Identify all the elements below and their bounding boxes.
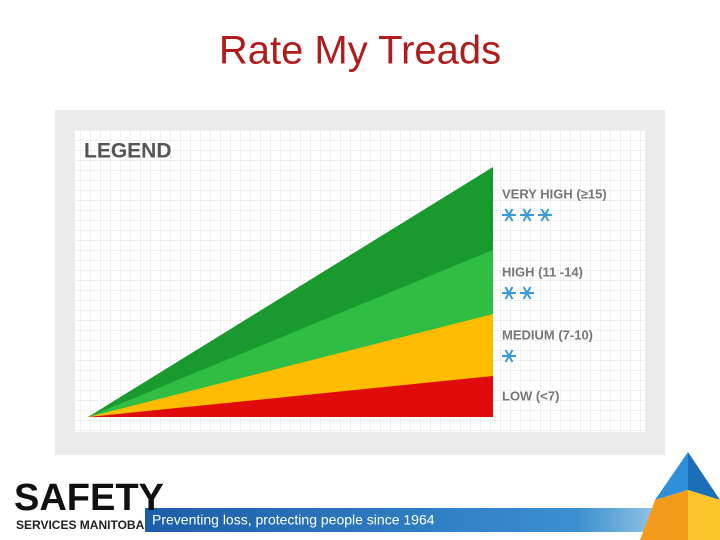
snowflake-stroke bbox=[504, 286, 514, 300]
slide-title: Rate My Treads bbox=[219, 29, 501, 73]
snowflake-icon bbox=[520, 208, 534, 222]
snowflake-icon bbox=[502, 349, 516, 363]
snowflake-stroke bbox=[522, 208, 532, 222]
snowflake-icon bbox=[502, 208, 516, 222]
snowflake-icon bbox=[520, 286, 534, 300]
logo-pyramid bbox=[640, 452, 720, 540]
logo-subtitle: SERVICES MANITOBA bbox=[16, 518, 145, 532]
band-low bbox=[88, 376, 493, 417]
snowflake-icon bbox=[502, 286, 516, 300]
snowflake-icon bbox=[538, 208, 552, 222]
logo-text: SAFETY bbox=[14, 477, 164, 519]
footer-bar bbox=[145, 508, 720, 532]
tier-label: HIGH (11 -14) bbox=[502, 264, 583, 279]
snowflake-stroke bbox=[504, 208, 514, 222]
tier-label: MEDIUM (7-10) bbox=[502, 327, 593, 342]
snowflake-stroke bbox=[522, 286, 532, 300]
tier-labels: VERY HIGH (≥15) HIGH (11 -14) MEDIUM (7-10… bbox=[502, 186, 607, 403]
snowflake-stroke bbox=[504, 349, 514, 363]
footer-tagline: Preventing loss, protecting people since… bbox=[152, 512, 435, 528]
snowflake-stroke bbox=[540, 208, 550, 222]
tier-label: VERY HIGH (≥15) bbox=[502, 186, 607, 201]
tier-label: LOW (<7) bbox=[502, 388, 559, 403]
legend-title: LEGEND bbox=[84, 140, 172, 163]
